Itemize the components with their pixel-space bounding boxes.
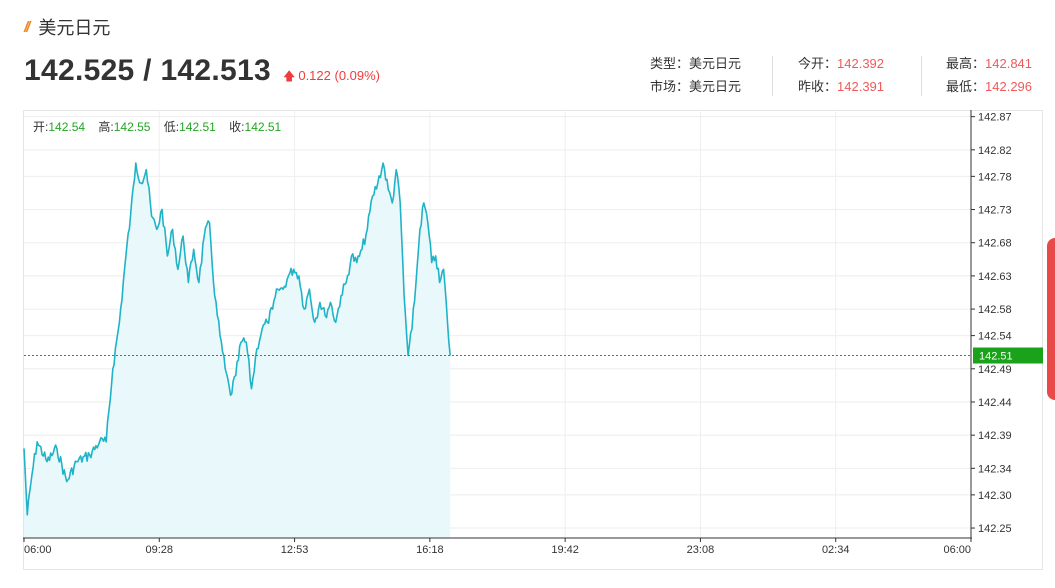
x-tick-label: 09:28 [146,544,174,556]
price-change: 🡅 0.122 (0.09%) [283,67,380,88]
price-area-fill [24,163,451,538]
y-tick-label: 142.54 [978,331,1012,343]
y-axis-ticks: 142.87 142.82 142.78 142.73 142.68 142.63 142.… [971,112,1012,535]
ohlc-low-label: 低: [163,120,180,134]
x-axis-ticks: 06:00 09:28 12:53 16:18 19:42 23:08 02:34 06:00 [23,538,972,556]
y-tick-label: 142.34 [978,463,1012,475]
instrument-title: 美元日元 [38,18,111,38]
low-value: 142.296 [985,79,1033,94]
ohlc-high-label: 高: [98,120,114,134]
open-value: 142.392 [837,56,885,71]
x-tick-label: 02:34 [822,544,850,556]
y-tick-label: 142.63 [978,271,1012,283]
y-tick-label: 142.68 [978,238,1012,250]
prev-close-value: 142.391 [837,79,885,94]
change-value: 0.122 (0.09%) [298,68,381,83]
y-tick-label: 142.78 [978,171,1012,183]
divider [921,56,922,96]
info-high-low: 最高：142.841 最低：142.296 [946,52,1032,98]
current-price-label: 142.51 [973,347,1043,364]
price-row: 142.525 / 142.513 🡅 0.122 (0.09%) [24,54,380,88]
current-price-value: 142.51 [979,351,1013,363]
y-tick-label: 142.44 [978,397,1012,409]
ohlc-open-label: 开: [33,120,49,134]
ohlc-close-value: 142.51 [244,120,282,134]
info-type-market: 类型：美元日元 市场：美元日元 [650,52,741,98]
y-tick-label: 142.39 [978,430,1012,442]
high-value: 142.841 [985,56,1033,71]
side-panel-tab[interactable] [1047,238,1055,400]
type-value: 美元日元 [689,56,742,71]
info-open-close: 今开：142.392 昨收：142.391 [798,52,884,98]
logo-mark-icon: // [24,18,31,36]
market-label: 市场： [650,79,690,94]
high-label: 最高： [946,56,986,71]
chart-header: // 美元日元 [24,14,110,40]
divider [772,56,773,96]
ohlc-open-value: 142.54 [48,120,86,134]
ohlc-close-label: 收: [229,120,245,134]
y-tick-label: 142.25 [978,523,1012,535]
bid-ask-price: 142.525 / 142.513 [24,54,271,87]
x-tick-label: 23:08 [687,544,715,556]
x-tick-label: 06:00 [24,544,52,556]
y-tick-label: 142.73 [978,205,1012,217]
current-price-badge [973,347,1043,364]
y-tick-label: 142.49 [978,364,1012,376]
open-label: 今开： [798,56,838,71]
ohlc-low-value: 142.51 [179,120,216,134]
ohlc-bar: 开:142.54 高:142.55 低:142.51 收:142.51 [33,118,291,135]
type-label: 类型： [650,56,690,71]
x-tick-label: 16:18 [416,544,444,556]
y-tick-label: 142.82 [978,145,1012,157]
y-tick-label: 142.87 [978,112,1012,124]
y-tick-label: 142.30 [978,490,1012,502]
x-tick-label: 12:53 [281,544,309,556]
y-tick-label: 142.58 [978,304,1012,316]
low-label: 最低： [946,79,986,94]
chart-frame [23,110,1043,570]
ohlc-high-value: 142.55 [113,120,151,134]
x-tick-label: 06:00 [943,544,971,556]
x-tick-label: 19:42 [551,544,579,556]
market-value: 美元日元 [689,79,742,94]
up-arrow-icon: 🡅 [283,69,296,83]
prev-close-label: 昨收： [798,79,838,94]
price-line [23,162,451,516]
